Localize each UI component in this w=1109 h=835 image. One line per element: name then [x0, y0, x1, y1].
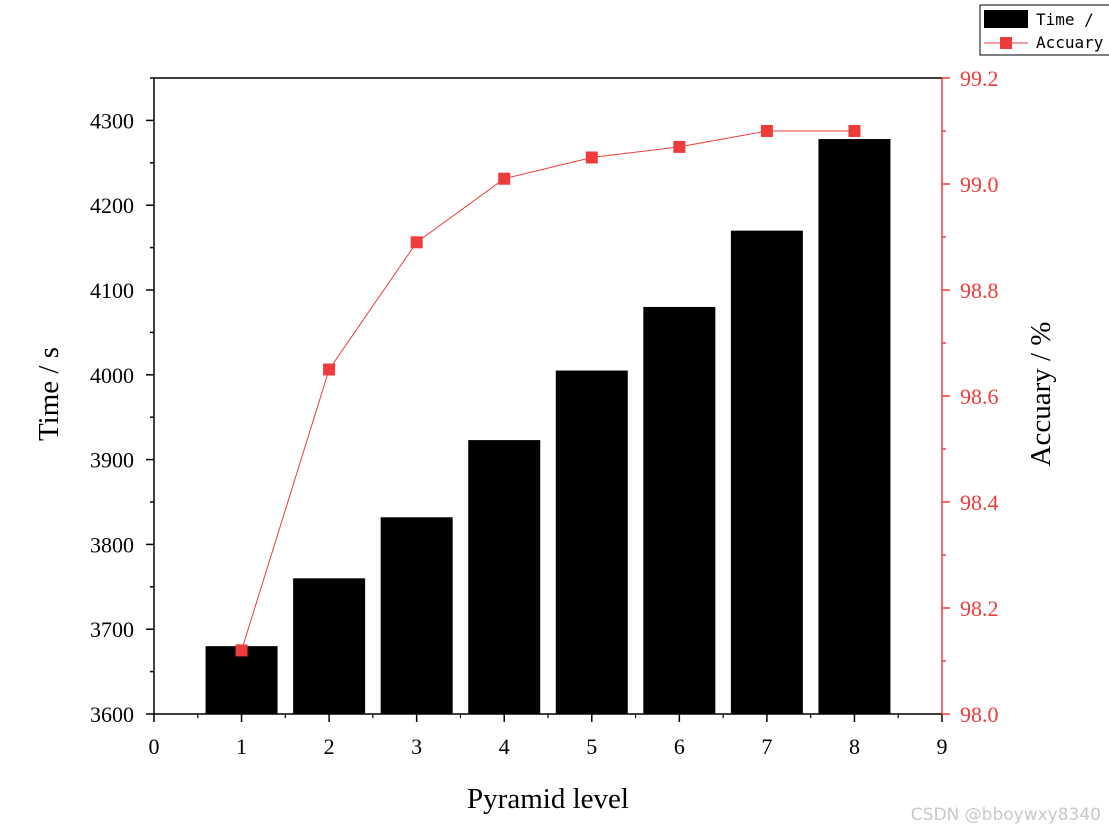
- bar: [293, 578, 366, 714]
- accuracy-point: [585, 151, 598, 164]
- y2-tick-label: 98.4: [960, 490, 999, 515]
- bar: [468, 440, 541, 714]
- line-series: [235, 125, 861, 657]
- accuracy-point: [323, 363, 336, 376]
- accuracy-point: [760, 125, 773, 137]
- bar: [818, 139, 891, 714]
- y-tick-label: 3600: [90, 702, 134, 727]
- y2-tick-label: 98.8: [960, 278, 999, 303]
- bar: [730, 230, 803, 714]
- watermark: CSDN @bboywxy8340: [910, 805, 1101, 825]
- legend-label-time: Time /: [1036, 10, 1094, 29]
- y-tick-label: 4000: [90, 363, 134, 388]
- y-axis-title: Time / s: [33, 347, 65, 441]
- y2-tick-label: 98.2: [960, 596, 999, 621]
- axes: 0 1 2 3 4 5 6 7 8 9 3600 3700 3800 3900 4000 4100 4200 43…: [90, 66, 999, 759]
- y2-axis-title: Accuary / %: [1025, 322, 1057, 467]
- x-tick-label: 1: [236, 734, 247, 759]
- legend: Time / Accuary: [979, 4, 1109, 56]
- x-tick-label: 0: [149, 734, 160, 759]
- accuracy-point: [235, 644, 248, 657]
- x-tick-label: 9: [937, 734, 948, 759]
- bar: [555, 370, 628, 714]
- bar-series: [205, 139, 891, 714]
- y2-tick-label: 98.0: [960, 702, 999, 727]
- y2-tick-label: 99.0: [960, 172, 999, 197]
- x-tick-label: 8: [849, 734, 860, 759]
- x-tick-label: 5: [586, 734, 597, 759]
- y-tick-label: 3900: [90, 448, 134, 473]
- y-tick-label: 3800: [90, 532, 134, 557]
- accuracy-line: [241, 130, 855, 651]
- legend-marker-accuracy: [1000, 37, 1012, 49]
- y-tick-label: 4100: [90, 278, 134, 303]
- x-tick-label: 7: [761, 734, 772, 759]
- x-tick-label: 6: [674, 734, 685, 759]
- x-tick-label: 2: [324, 734, 335, 759]
- accuracy-point: [848, 125, 861, 137]
- y2-tick-label: 99.2: [960, 66, 999, 91]
- y-tick-label: 4200: [90, 193, 134, 218]
- legend-swatch-time: [984, 10, 1028, 28]
- x-axis-title: Pyramid level: [467, 783, 629, 815]
- bar: [205, 646, 278, 714]
- x-tick-label: 4: [499, 734, 510, 759]
- legend-label-accuracy: Accuary: [1036, 33, 1104, 52]
- accuracy-point: [410, 236, 423, 249]
- x-tick-label: 3: [411, 734, 422, 759]
- accuracy-point: [673, 140, 686, 153]
- accuracy-point: [498, 172, 511, 185]
- y-tick-label: 4300: [90, 108, 134, 133]
- y-tick-label: 3700: [90, 617, 134, 642]
- bar: [643, 306, 716, 714]
- y2-tick-label: 98.6: [960, 384, 999, 409]
- bar: [380, 517, 453, 714]
